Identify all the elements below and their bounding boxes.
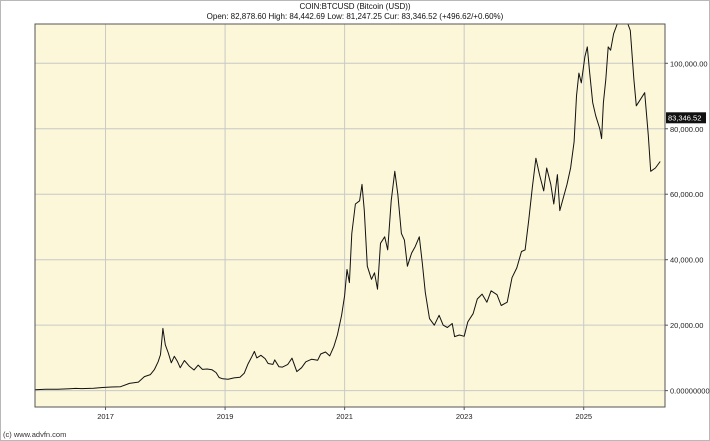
grid-lines: [35, 24, 665, 407]
price-line: [34, 23, 661, 391]
x-tick-label: 2019: [217, 412, 234, 421]
plot-area: [35, 24, 665, 407]
x-tick-label: 2017: [97, 412, 114, 421]
x-tick-label: 2023: [456, 412, 473, 421]
y-tick-label: 0.00000000: [670, 387, 710, 396]
chart-subtitle: Open: 82,878.60 High: 84,442.69 Low: 81,…: [206, 12, 504, 21]
y-tick-label: 40,000.00: [670, 256, 703, 265]
x-axis: 2017 2019 2021 2023 2025: [97, 407, 592, 421]
plot-border: [34, 23, 666, 408]
x-tick-label: 2025: [575, 412, 592, 421]
y-tick-label: 100,000.00: [670, 59, 708, 68]
current-price-label: 83,346.52: [668, 114, 701, 123]
y-tick-label: 20,000.00: [670, 321, 703, 330]
current-price-marker: 83,346.52: [666, 112, 706, 124]
chart-title: COIN:BTCUSD (Bitcoin (USD)): [299, 2, 411, 11]
copyright-note: (c) www.advfn.com: [3, 430, 67, 439]
y-axis: 0.00000000 20,000.00 40,000.00 60,000.00 80,…: [665, 59, 710, 396]
y-tick-label: 60,000.00: [670, 190, 703, 199]
current-price-box: [666, 112, 706, 124]
price-series: [34, 23, 661, 391]
x-tick-label: 2021: [336, 412, 353, 421]
y-tick-label: 80,000.00: [670, 125, 703, 134]
